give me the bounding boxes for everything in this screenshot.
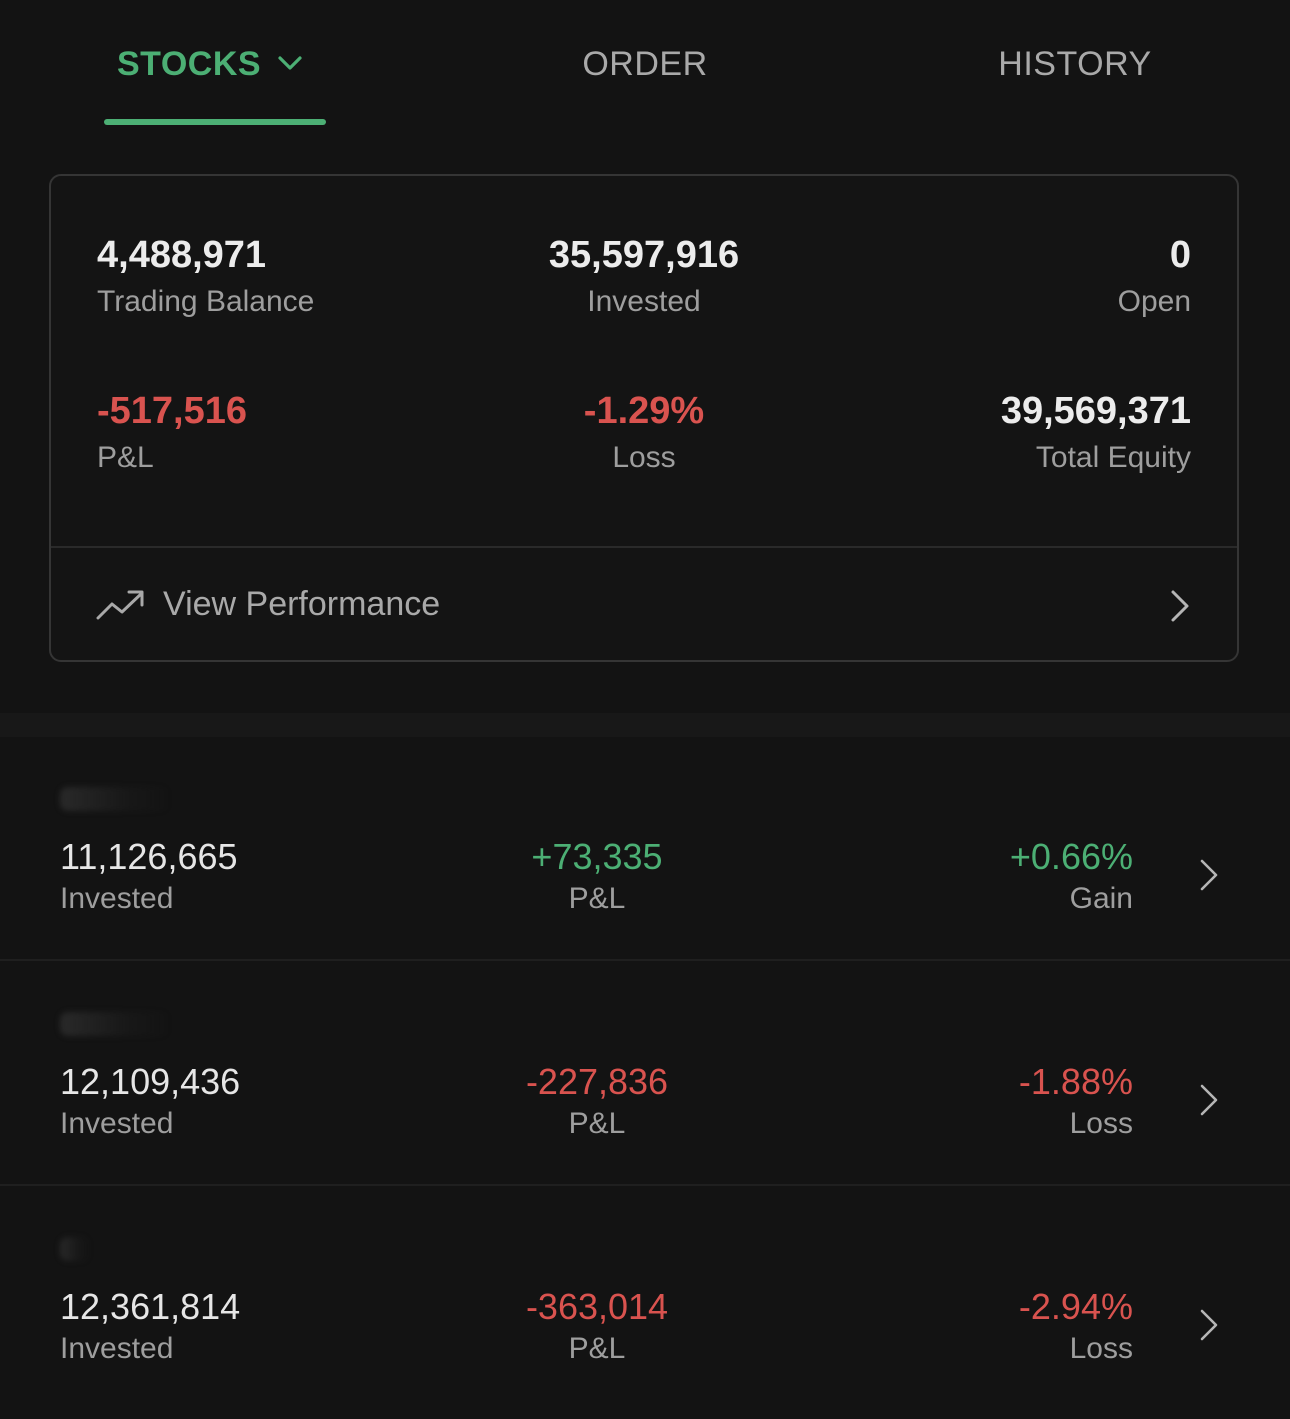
- holding-pnl-value: -363,014: [525, 1286, 669, 1327]
- total-equity-value: 39,569,371: [1000, 390, 1191, 432]
- active-tab-indicator: [104, 119, 326, 125]
- view-performance-label: View Performance: [163, 585, 441, 623]
- section-separator: [0, 713, 1290, 737]
- holding-invested-label: Invested: [60, 882, 174, 915]
- chevron-right-icon: [1171, 590, 1189, 622]
- pnl-stat: -517,516 P&L: [97, 388, 457, 478]
- loss-value: -1.29%: [583, 390, 705, 432]
- holding-change-label: Gain: [1069, 882, 1133, 915]
- trading-balance-value: 4,488,971: [97, 234, 267, 276]
- pnl-value: -517,516: [97, 390, 248, 432]
- holding-invested: 12,361,814 Invested: [60, 1285, 360, 1369]
- holding-pnl-value: -227,836: [525, 1061, 669, 1102]
- holding-change-label: Loss: [1069, 1332, 1133, 1365]
- loss-stat: -1.29% Loss: [464, 388, 824, 478]
- invested-label: Invested: [587, 285, 701, 318]
- row-divider: [0, 1184, 1290, 1186]
- trading-balance-label: Trading Balance: [97, 285, 315, 318]
- holding-invested-value: 12,109,436: [60, 1061, 241, 1102]
- tab-bar: STOCKS ORDER HISTORY: [0, 0, 1290, 130]
- card-divider: [51, 546, 1237, 548]
- row-divider: [0, 959, 1290, 961]
- redacted-stock-name: [60, 787, 170, 811]
- holding-pnl-label: P&L: [568, 1332, 626, 1365]
- holding-change: +0.66% Gain: [833, 835, 1133, 919]
- view-performance-button[interactable]: View Performance: [51, 548, 1237, 662]
- holding-row[interactable]: 11,126,665 Invested +73,335 P&L +0.66% G…: [0, 737, 1290, 961]
- holding-invested: 12,109,436 Invested: [60, 1060, 360, 1144]
- holding-invested-value: 12,361,814: [60, 1286, 241, 1327]
- holding-pnl: -363,014 P&L: [447, 1285, 747, 1369]
- portfolio-summary-card: 4,488,971 Trading Balance 35,597,916 Inv…: [49, 174, 1239, 662]
- invested-stat: 35,597,916 Invested: [464, 232, 824, 322]
- holding-change-value: -2.94%: [1018, 1286, 1133, 1327]
- holding-pnl-value: +73,335: [531, 836, 663, 877]
- open-value: 0: [1169, 234, 1191, 276]
- holding-invested-value: 11,126,665: [60, 836, 238, 877]
- trending-up-icon: [96, 590, 144, 620]
- holding-invested: 11,126,665 Invested: [60, 835, 360, 919]
- holding-change-value: +0.66%: [1009, 836, 1133, 877]
- chevron-down-icon[interactable]: [275, 48, 305, 78]
- open-stat: 0 Open: [831, 232, 1191, 322]
- tab-order-label: ORDER: [582, 45, 708, 83]
- holding-invested-label: Invested: [60, 1332, 174, 1365]
- chevron-right-icon: [1200, 1084, 1218, 1116]
- holding-change-value: -1.88%: [1018, 1061, 1133, 1102]
- chevron-right-icon: [1200, 1309, 1218, 1341]
- tab-order[interactable]: ORDER: [520, 40, 770, 88]
- loss-label: Loss: [612, 441, 676, 474]
- holding-pnl: +73,335 P&L: [447, 835, 747, 919]
- holding-pnl-label: P&L: [568, 1107, 626, 1140]
- holding-row[interactable]: 12,109,436 Invested -227,836 P&L -1.88% …: [0, 962, 1290, 1186]
- holding-change: -1.88% Loss: [833, 1060, 1133, 1144]
- chevron-right-icon: [1200, 859, 1218, 891]
- invested-value: 35,597,916: [548, 234, 740, 276]
- holding-invested-label: Invested: [60, 1107, 174, 1140]
- holding-pnl: -227,836 P&L: [447, 1060, 747, 1144]
- trading-balance-stat: 4,488,971 Trading Balance: [97, 232, 457, 322]
- tab-history-label: HISTORY: [998, 45, 1152, 83]
- tab-history[interactable]: HISTORY: [950, 40, 1200, 88]
- holding-pnl-label: P&L: [568, 882, 626, 915]
- tab-stocks[interactable]: STOCKS: [117, 40, 317, 88]
- redacted-stock-name: [60, 1012, 170, 1036]
- redacted-stock-name: [60, 1237, 90, 1261]
- holding-row[interactable]: 12,361,814 Invested -363,014 P&L -2.94% …: [0, 1187, 1290, 1411]
- total-equity-label: Total Equity: [1035, 441, 1191, 474]
- holding-change-label: Loss: [1069, 1107, 1133, 1140]
- total-equity-stat: 39,569,371 Total Equity: [831, 388, 1191, 478]
- open-label: Open: [1117, 285, 1191, 318]
- holding-change: -2.94% Loss: [833, 1285, 1133, 1369]
- pnl-label: P&L: [97, 441, 154, 474]
- tab-stocks-label: STOCKS: [117, 45, 262, 83]
